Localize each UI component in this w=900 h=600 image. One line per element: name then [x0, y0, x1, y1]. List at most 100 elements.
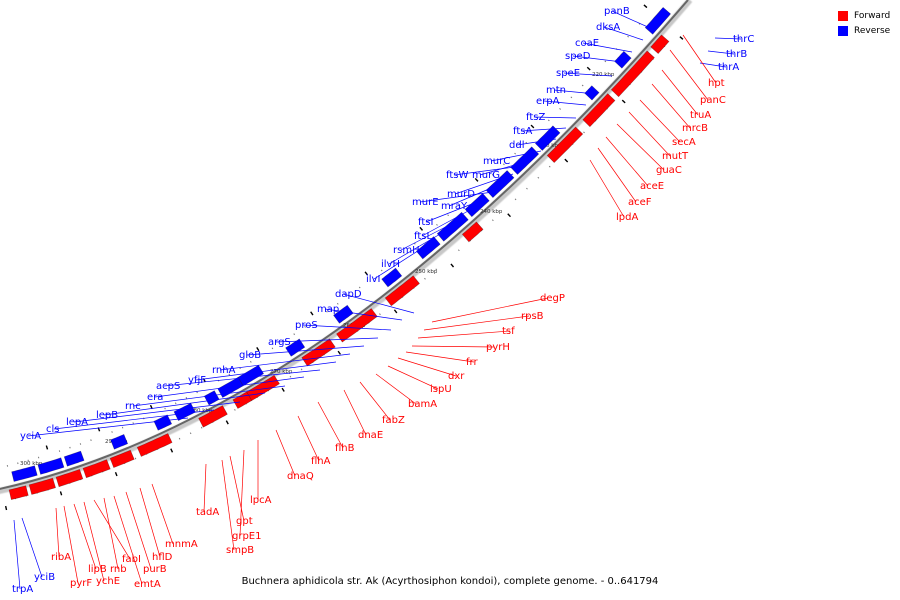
reverse-gene-label-murD: murD	[447, 189, 475, 200]
reverse-gene-label-mtn: mtn	[546, 85, 566, 96]
kbp-label: 240 kbp	[480, 209, 503, 215]
reverse-gene-label-murE: murE	[412, 197, 439, 208]
forward-gene-label-lipB: lipB	[88, 564, 107, 575]
reverse-gene-label-rsmH: rsmH	[393, 245, 420, 256]
reverse-gene-label-map: map	[317, 304, 339, 315]
forward-gene-leader-line	[597, 147, 637, 203]
scale-tick	[300, 368, 303, 371]
reverse-gene-leader-line	[53, 409, 215, 430]
scale-tick	[114, 472, 118, 477]
reverse-gene-label-proS: proS	[295, 320, 318, 331]
forward-gene-label-ychE: ychE	[96, 576, 120, 587]
reverse-gene-label-argS: argS	[268, 337, 291, 348]
reverse-gene-leader-line	[714, 37, 742, 40]
forward-gene-leader-line	[411, 345, 495, 348]
scale-tick	[132, 422, 134, 425]
scale-tick	[507, 213, 511, 218]
forward-gene-leader-line	[55, 507, 60, 558]
scale-tick	[121, 426, 124, 429]
forward-gene-leader-line	[682, 34, 717, 84]
reverse-gene-block	[614, 50, 632, 69]
forward-gene-label-lpdA: lpdA	[616, 212, 638, 223]
reverse-gene-label-rnhA: rnhA	[212, 365, 236, 376]
forward-gene-label-aceF: aceF	[628, 197, 652, 208]
forward-gene-leader-line	[359, 381, 391, 421]
scale-tick	[419, 226, 424, 231]
reverse-gene-leader-line	[533, 116, 577, 119]
forward-gene-label-secA: secA	[672, 137, 696, 148]
reverse-gene-leader-line	[611, 10, 651, 29]
reverse-gene-label-yciA: yciA	[20, 431, 41, 442]
reverse-gene-block	[153, 414, 173, 431]
scale-tick	[537, 176, 540, 179]
reverse-gene-leader-line	[707, 50, 735, 55]
forward-gene-leader-line	[113, 495, 143, 585]
forward-gene-block	[582, 93, 616, 128]
backbone-ring	[0, 0, 693, 494]
forward-gene-label-flhA: flhA	[311, 456, 331, 467]
scale-tick	[621, 99, 626, 104]
reverse-gene-leader-line	[219, 353, 351, 371]
reverse-gene-label-speE: speE	[556, 68, 580, 79]
reverse-gene-label-thrC: thrC	[733, 34, 754, 45]
forward-gene-leader-line	[423, 315, 530, 331]
forward-gene-leader-line	[73, 503, 97, 570]
reverse-gene-label-trpA: trpA	[12, 584, 33, 595]
scale-tick	[379, 313, 381, 316]
forward-gene-label-guaC: guaC	[656, 165, 682, 176]
forward-gene-label-degP: degP	[540, 293, 565, 304]
scale-tick	[45, 445, 49, 450]
kbp-label: 230 kbp	[539, 143, 562, 149]
forward-gene-label-bamA: bamA	[408, 399, 437, 410]
forward-gene-block	[198, 405, 228, 428]
reverse-gene-label-ftsW: ftsW	[446, 170, 468, 181]
reverse-gene-block	[37, 457, 65, 475]
forward-gene-label-ispU: ispU	[430, 384, 452, 395]
reverse-gene-leader-line	[520, 127, 567, 132]
scale-tick	[200, 426, 203, 429]
reverse-gene-leader-line	[582, 42, 633, 53]
forward-gene-leader-line	[229, 455, 245, 522]
forward-gene-leader-line	[139, 487, 161, 558]
scale-tick	[458, 204, 461, 207]
reverse-gene-label-murG: murG	[472, 170, 500, 181]
forward-gene-leader-line	[397, 357, 457, 377]
scale-tick	[358, 286, 361, 289]
forward-gene-leader-line	[317, 401, 344, 449]
scale-tick	[586, 66, 591, 71]
reverse-gene-label-dapD: dapD	[335, 289, 362, 300]
reverse-gene-leader-line	[453, 165, 523, 176]
forward-gene-block	[546, 126, 584, 164]
map-caption: Buchnera aphidicola str. Ak (Acyrthosiph…	[241, 576, 659, 587]
reverse-gene-label-ddl: ddl	[509, 140, 524, 151]
reverse-gene-block	[63, 450, 85, 467]
reverse-gene-leader-line	[563, 72, 613, 77]
reverse-gene-label-cls: cls	[46, 424, 60, 435]
reverse-gene-label-gloB: gloB	[239, 350, 261, 361]
reverse-gene-block	[415, 236, 441, 260]
scale-tick	[90, 439, 92, 442]
scale-tick	[59, 491, 63, 496]
scale-tick	[134, 457, 137, 460]
reverse-gene-label-ilvH: ilvH	[381, 259, 400, 270]
reverse-gene-leader-line	[163, 369, 321, 387]
forward-gene-label-pyrF: pyrF	[70, 578, 92, 589]
reverse-gene-leader-line	[421, 209, 471, 237]
scale-tick	[435, 268, 438, 271]
scale-tick	[583, 131, 585, 134]
reverse-gene-leader-line	[132, 385, 286, 407]
reverse-gene-leader-line	[699, 62, 727, 68]
reverse-gene-leader-line	[479, 159, 533, 176]
reverse-gene-leader-line	[324, 308, 403, 321]
reverse-gene-block	[464, 192, 490, 218]
reverse-gene-label-yciB: yciB	[34, 572, 55, 583]
reverse-gene-leader-line	[419, 191, 494, 203]
forward-swatch	[838, 10, 848, 21]
reverse-gene-leader-line	[103, 392, 266, 416]
kbp-label: 220 kbp	[592, 72, 615, 78]
reverse-gene-label-era: era	[147, 392, 163, 403]
reverse-gene-leader-line	[27, 417, 189, 437]
scale-tick	[228, 373, 231, 376]
scale-tick	[514, 152, 516, 155]
scale-tick	[174, 402, 177, 405]
